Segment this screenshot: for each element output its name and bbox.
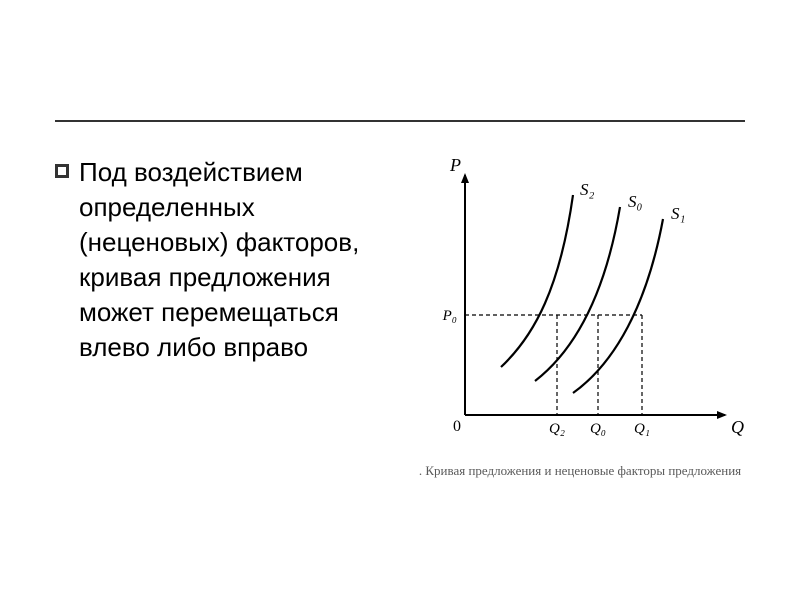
content-row: Под воздействием определенных (неценовых… xyxy=(55,155,755,479)
divider-line xyxy=(55,120,745,122)
bullet-inner-icon xyxy=(58,167,66,175)
svg-text:S₂: S₂ xyxy=(580,180,595,199)
svg-text:S₁: S₁ xyxy=(671,204,685,223)
svg-text:P₀: P₀ xyxy=(442,308,457,324)
bullet-square-icon xyxy=(55,164,69,178)
svg-text:Q₂: Q₂ xyxy=(549,421,565,437)
svg-text:Q₀: Q₀ xyxy=(590,421,606,437)
chart-column: P Q 0 P₀ Q₂ Q₀ Q₁ S₂ S₀ S₁ . Кривая предложения и… xyxy=(405,155,755,479)
body-text: Под воздействием определенных (неценовых… xyxy=(79,155,385,366)
svg-text:S₀: S₀ xyxy=(628,192,643,211)
svg-text:Q: Q xyxy=(731,417,744,437)
text-column: Под воздействием определенных (неценовых… xyxy=(55,155,385,479)
bullet-item: Под воздействием определенных (неценовых… xyxy=(55,155,385,366)
supply-curve-chart: P Q 0 P₀ Q₂ Q₀ Q₁ S₂ S₀ S₁ xyxy=(415,155,745,455)
svg-text:P: P xyxy=(449,155,461,175)
svg-text:Q₁: Q₁ xyxy=(634,421,650,437)
svg-text:0: 0 xyxy=(453,418,461,435)
chart-caption: . Кривая предложения и неценовые факторы… xyxy=(419,463,741,479)
